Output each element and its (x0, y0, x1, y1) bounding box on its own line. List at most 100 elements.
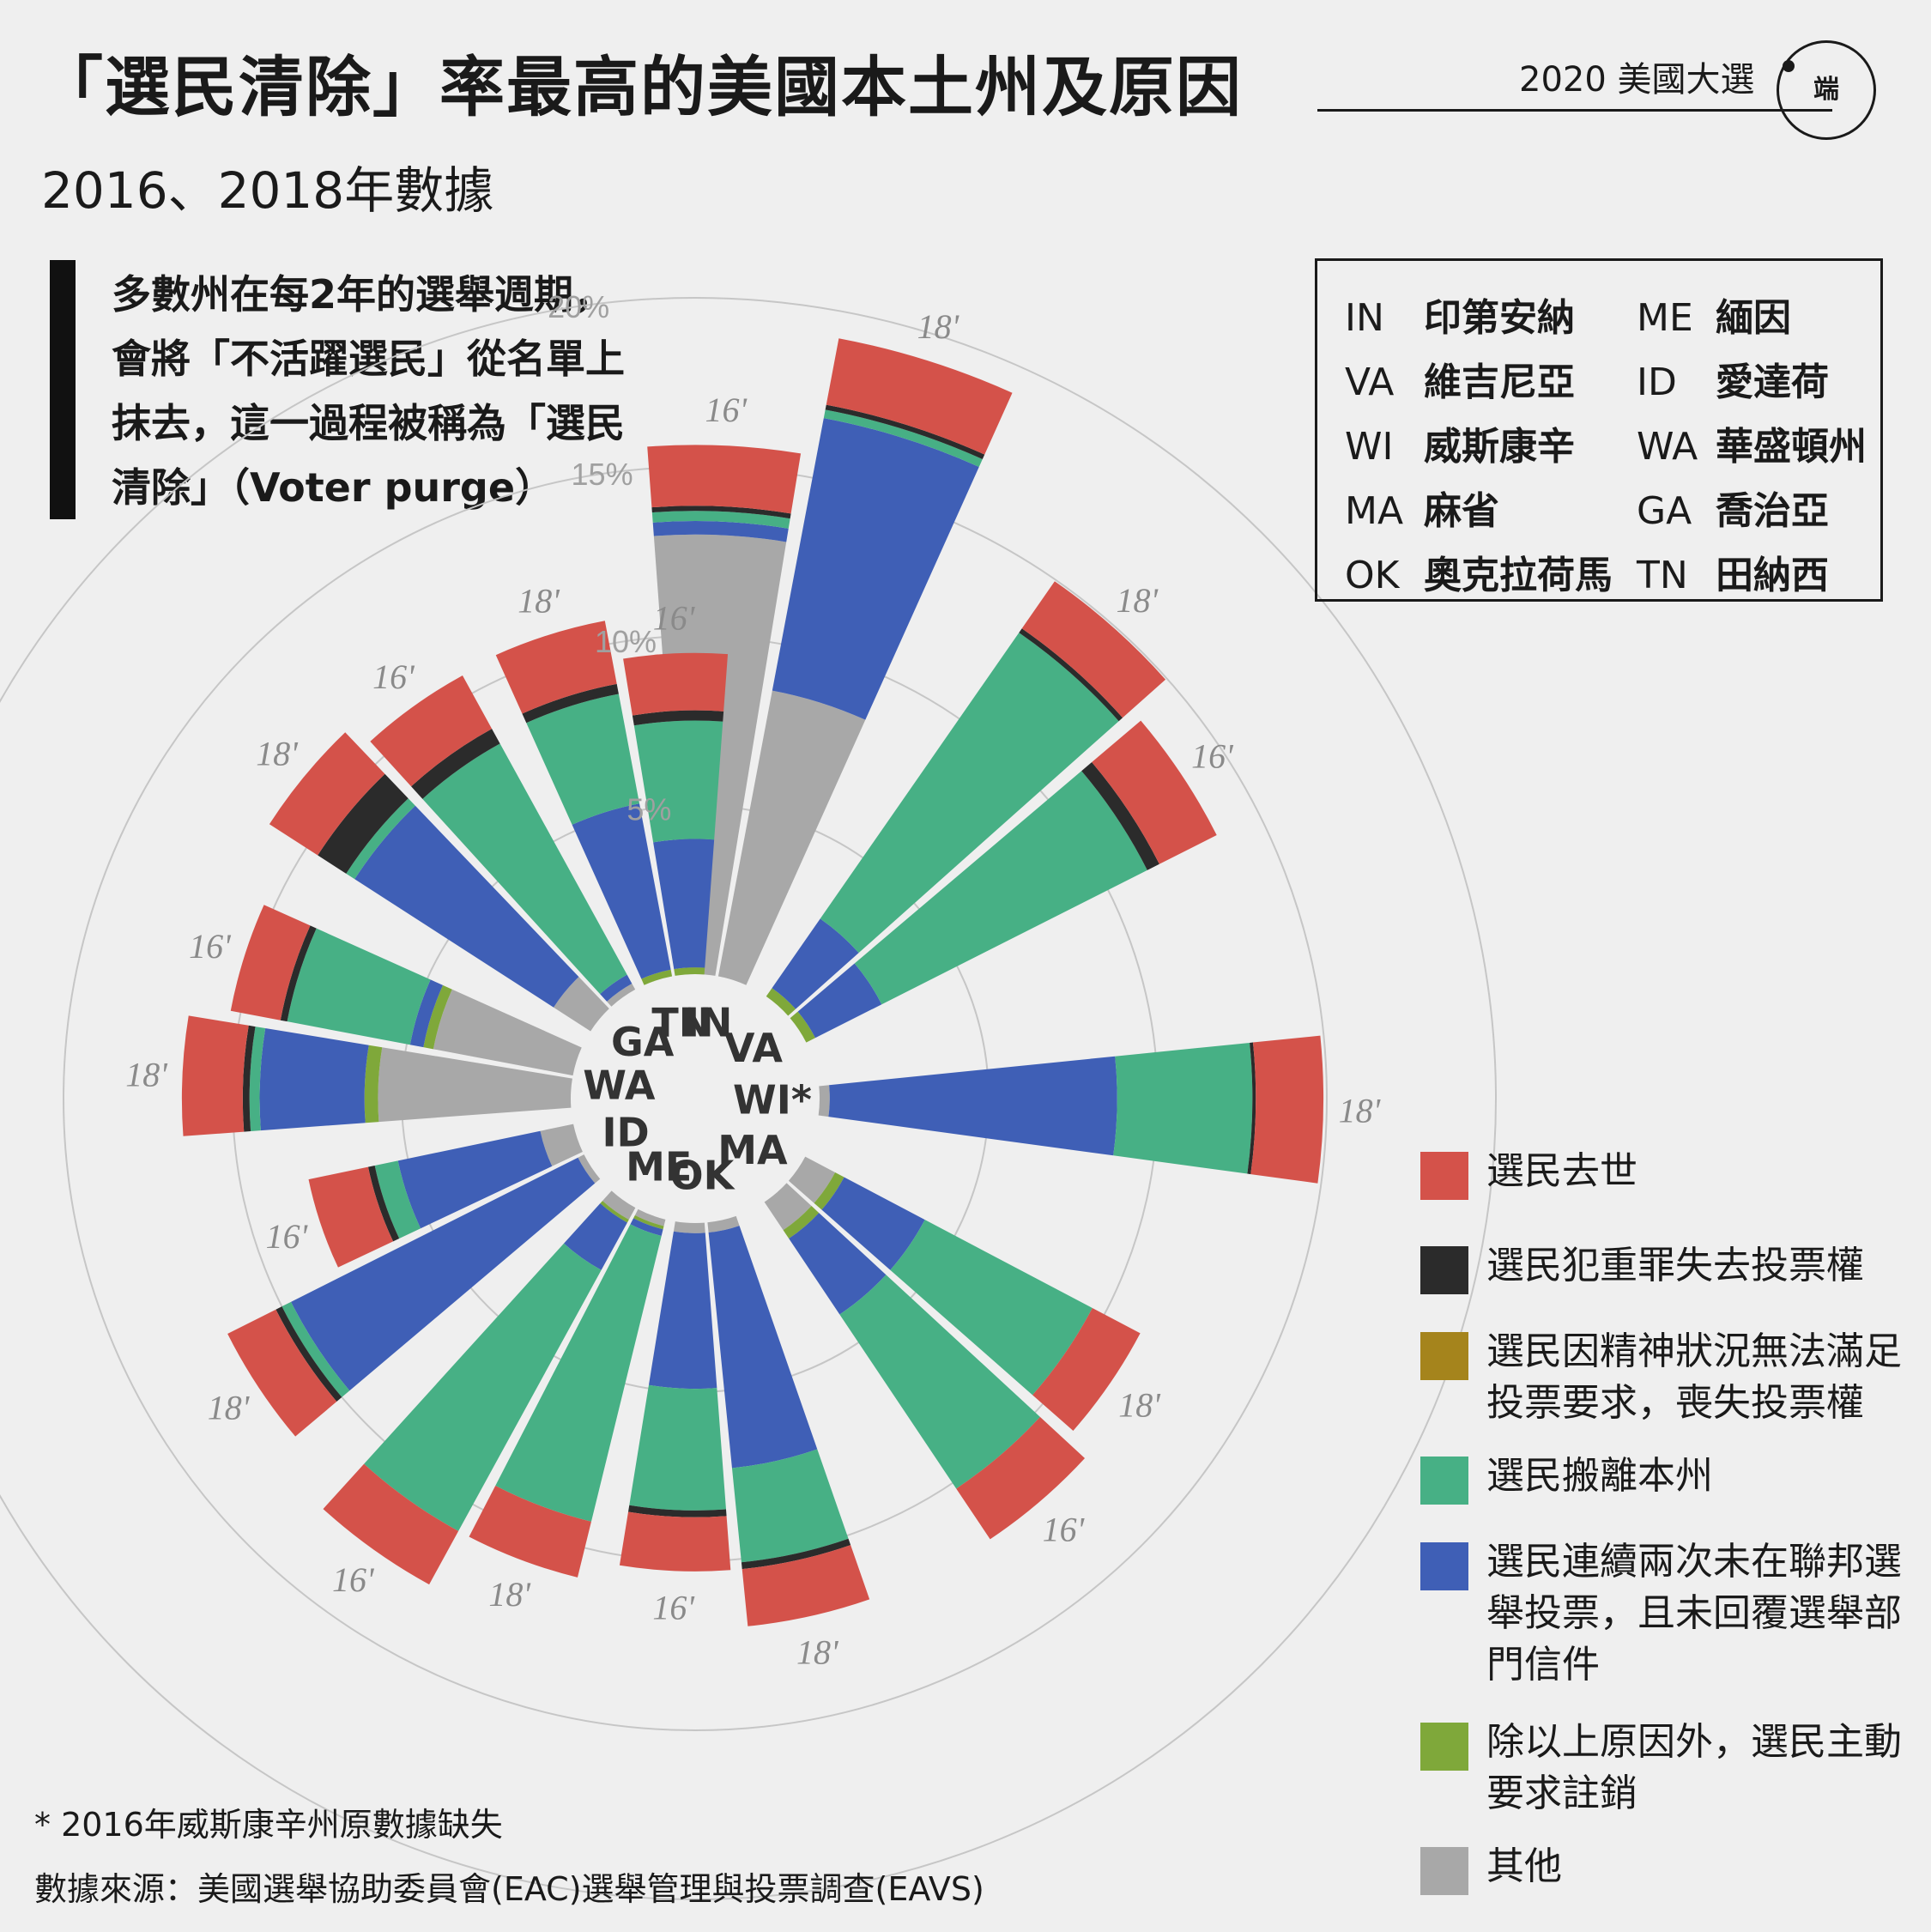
bar-segment (628, 1505, 727, 1517)
abbr-item: ID 愛達荷 (1637, 360, 1829, 404)
bar-segment (633, 720, 723, 843)
year-label: 18' (208, 1388, 251, 1426)
year-label: 18' (917, 307, 960, 346)
bar-segment (469, 1485, 591, 1578)
year-label: 18' (256, 734, 299, 772)
bar-segment (821, 1177, 925, 1270)
bar-segment (423, 984, 452, 1050)
source-note: 數據來源：美國選舉協助委員會(EAC)選舉管理與投票調查(EAVS) (34, 1870, 984, 1908)
bar-segment (825, 404, 985, 460)
state-label: TN (651, 999, 711, 1045)
footnote: * 2016年威斯康辛州原數據缺失 (34, 1806, 503, 1844)
year-label: 16' (705, 391, 748, 429)
legend-swatch (1420, 1542, 1468, 1590)
bar-segment (318, 773, 409, 874)
state-label: MA (717, 1127, 788, 1173)
bar-segment (540, 1123, 583, 1166)
state-label: VA (724, 1025, 783, 1071)
description-accent-bar (50, 260, 76, 519)
bar-segment (308, 1166, 394, 1268)
grid-circle (0, 297, 1497, 1900)
bar-segment (495, 1224, 662, 1522)
legend-swatch (1420, 1723, 1468, 1771)
legend-label: 除以上原因外，選民主動要求註銷 (1486, 1720, 1902, 1815)
bar-segment (797, 963, 882, 1039)
bar-segment (651, 506, 791, 519)
bar-segment (772, 418, 979, 720)
legend-label: 選民連續兩次未在聯邦選舉投票，且未回覆選舉部門信件 (1486, 1540, 1902, 1687)
bar-segment (634, 1208, 666, 1226)
year-label: 16' (266, 1217, 309, 1256)
bar-segment (854, 771, 1147, 1005)
year-label: 16' (189, 927, 232, 966)
bar-segment (367, 1165, 400, 1242)
bar-segment (828, 1056, 1117, 1156)
bar-segment (275, 1306, 342, 1402)
year-label: 18' (1339, 1092, 1382, 1130)
bar-segment (648, 1231, 717, 1390)
bar-segment (717, 690, 866, 985)
abbr-item: TN 田納西 (1637, 554, 1829, 597)
bar-segment (346, 798, 415, 880)
radial-tick-label: 5% (627, 791, 671, 827)
bar-segment (818, 1085, 830, 1117)
abbr-item: GA 喬治亞 (1637, 489, 1829, 533)
bar-segment (269, 732, 385, 856)
bar-segment (652, 521, 789, 542)
logo-glyph: 端 (1813, 75, 1839, 105)
abbr-item: MA 麻省 (1345, 489, 1499, 533)
bar-segment (564, 1203, 627, 1270)
abbr-item: IN 印第安納 (1345, 296, 1575, 340)
year-label: 16' (332, 1560, 375, 1599)
bar-segment (731, 1449, 849, 1563)
year-label: 18' (796, 1632, 839, 1671)
bar-segment (370, 675, 493, 787)
bar-segment (619, 1511, 731, 1572)
page-subtitle: 2016、2018年數據 (41, 161, 494, 220)
legend-swatch (1420, 1246, 1468, 1294)
legend-label: 選民犯重罪失去投票權 (1486, 1244, 1864, 1287)
abbr-item: WA 華盛頓州 (1637, 425, 1867, 469)
bar-segment (826, 338, 1013, 455)
bar-segment (526, 693, 640, 825)
bar-segment (647, 445, 802, 514)
bar-segment (411, 729, 500, 799)
page-title: 「選民清除」率最高的美國本土州及原因 (38, 49, 1243, 125)
bar-segment (374, 1160, 421, 1239)
bar-segment (495, 621, 617, 714)
bar-segment (602, 1190, 636, 1220)
bar-segment (600, 974, 633, 1002)
bar-segment (409, 979, 444, 1048)
legend-label: 選民搬離本州 (1486, 1454, 1713, 1498)
bar-segment (433, 989, 582, 1076)
description-line: 清除」（Voter purge） (112, 464, 555, 511)
legend-swatch (1420, 1457, 1468, 1505)
logo-dot (1783, 60, 1795, 72)
bar-segment (1247, 1042, 1256, 1175)
bar-segment (378, 1047, 572, 1123)
year-label: 18' (125, 1056, 168, 1094)
year-label: 16' (372, 657, 415, 696)
bar-segment (422, 743, 627, 995)
bar-segment (354, 805, 579, 1008)
bar-segment (632, 710, 724, 726)
bar-segment (783, 1206, 820, 1239)
bar-segment (788, 1156, 836, 1203)
bar-segment (674, 967, 705, 976)
state-label: OK (669, 1153, 735, 1199)
series-tag: 2020 美國大選 (1519, 60, 1755, 100)
bar-segment (364, 1243, 602, 1531)
legend-label: 選民去世 (1486, 1149, 1637, 1193)
description-line: 抹去，這一過程被稱為「選民 (112, 400, 625, 446)
bar-segment (790, 1011, 815, 1043)
bar-segment (789, 1213, 887, 1315)
bar-segment (814, 1172, 844, 1210)
bar-segment (181, 1015, 249, 1136)
bar-segment (259, 1027, 369, 1131)
bar-segment (823, 409, 983, 467)
radial-tick-label: 20% (548, 289, 609, 324)
year-label: 18' (518, 581, 560, 620)
bar-segment (291, 1157, 596, 1391)
bar-segment (1081, 762, 1159, 870)
